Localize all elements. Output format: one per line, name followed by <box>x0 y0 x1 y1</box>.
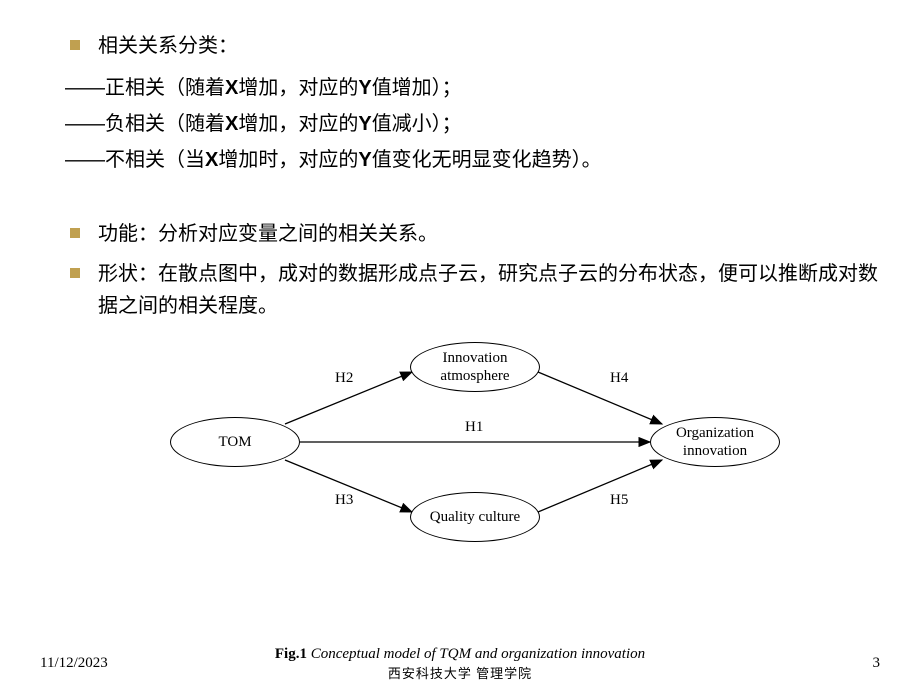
concept-diagram: TOM Innovation atmosphere Quality cultur… <box>110 332 810 552</box>
bullet-text: 相关关系分类： <box>98 30 880 62</box>
bullet-text: 功能：分析对应变量之间的相关关系。 <box>98 218 880 250</box>
variable-y: Y <box>358 77 371 99</box>
bullet-item: 形状：在散点图中，成对的数据形成点子云，研究点子云的分布状态，便可以推断成对数据… <box>40 258 880 322</box>
node-tom: TOM <box>170 417 300 467</box>
node-label: Quality culture <box>430 508 520 526</box>
variable-x: X <box>225 113 238 135</box>
footer-caption: Fig.1 Conceptual model of TQM and organi… <box>275 646 645 682</box>
bullet-item: 功能：分析对应变量之间的相关关系。 <box>40 218 880 250</box>
node-label: Innovation <box>440 349 509 367</box>
text-fragment: ——正相关（随着 <box>65 77 225 99</box>
node-innovation-atmosphere: Innovation atmosphere <box>410 342 540 392</box>
variable-y: Y <box>358 113 371 135</box>
text-fragment: 增加时，对应的 <box>218 149 358 171</box>
edge-label-h2: H2 <box>335 370 353 387</box>
dash-line-negative: ——负相关（随着X增加，对应的Y值减小）； <box>65 106 880 142</box>
node-label: Organization <box>676 424 754 442</box>
variable-x: X <box>205 149 218 171</box>
edge-label-h1: H1 <box>465 419 483 436</box>
dash-line-none: ——不相关（当X增加时，对应的Y值变化无明显变化趋势）。 <box>65 142 880 178</box>
text-fragment: 值减小）； <box>372 113 462 135</box>
node-label: atmosphere <box>440 367 509 385</box>
bullet-marker <box>70 40 80 50</box>
footer-institution: 西安科技大学 管理学院 <box>275 663 645 682</box>
variable-x: X <box>225 77 238 99</box>
figure-label: Fig.1 <box>275 646 307 662</box>
footer-date: 11/12/2023 <box>40 655 108 672</box>
footer-page-number: 3 <box>873 655 881 672</box>
edge-label-h3: H3 <box>335 492 353 509</box>
text-fragment: 增加，对应的 <box>238 113 358 135</box>
node-quality-culture: Quality culture <box>410 492 540 542</box>
edge-label-h4: H4 <box>610 370 628 387</box>
text-fragment: 值变化无明显变化趋势）。 <box>372 149 602 171</box>
bullet-marker <box>70 228 80 238</box>
node-label: innovation <box>676 442 754 460</box>
bullet-marker <box>70 268 80 278</box>
figure-caption: Conceptual model of TQM and organization… <box>307 646 645 662</box>
text-fragment: 值增加）； <box>372 77 462 99</box>
text-fragment: ——不相关（当 <box>65 149 205 171</box>
text-fragment: ——负相关（随着 <box>65 113 225 135</box>
slide-footer: 11/12/2023 Fig.1 Conceptual model of TQM… <box>0 655 920 672</box>
node-organization-innovation: Organization innovation <box>650 417 780 467</box>
node-label: TOM <box>218 433 251 451</box>
text-fragment: 增加，对应的 <box>238 77 358 99</box>
bullet-item: 相关关系分类： <box>40 30 880 62</box>
bullet-text: 形状：在散点图中，成对的数据形成点子云，研究点子云的分布状态，便可以推断成对数据… <box>98 258 880 322</box>
edge-label-h5: H5 <box>610 492 628 509</box>
dash-line-positive: ——正相关（随着X增加，对应的Y值增加）； <box>65 70 880 106</box>
variable-y: Y <box>358 149 371 171</box>
